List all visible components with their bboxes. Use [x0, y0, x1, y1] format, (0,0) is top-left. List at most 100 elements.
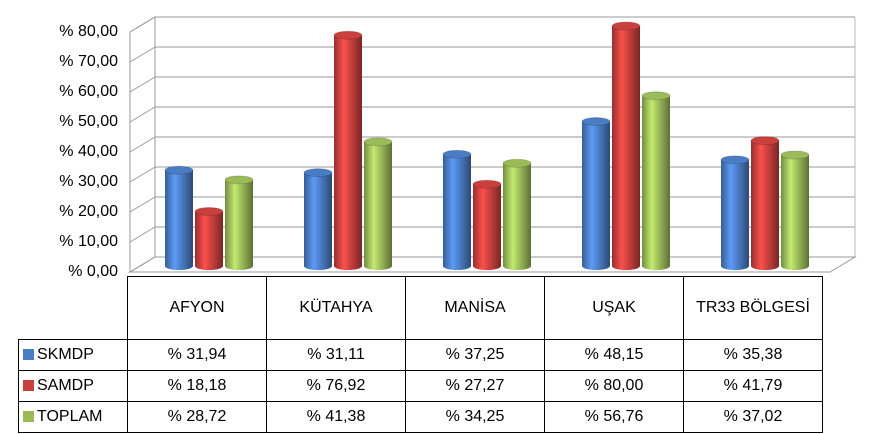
bar [443, 154, 471, 266]
cell-text: % 48,15 [584, 346, 644, 363]
bar [473, 184, 501, 266]
cell-text: % 31,11 [307, 346, 365, 363]
bar-cap [750, 136, 780, 146]
y-tick-label: % 20,00 [59, 203, 118, 220]
cell-text: % 80,00 [584, 377, 644, 394]
bar-cap [472, 179, 502, 189]
table-cell: % 80,00 [544, 370, 684, 402]
bar-base [503, 262, 531, 270]
table-cell: SAMDP [18, 370, 128, 402]
table-cell: TR33 BÖLGESİ [683, 276, 823, 340]
grid-line-side [129, 136, 156, 153]
bar-cap [224, 175, 254, 185]
table-cell: KÜTAHYA [266, 276, 406, 340]
grid-line-side [129, 196, 156, 213]
bar-cap [194, 206, 224, 216]
table-cell: % 37,02 [683, 401, 823, 433]
y-tick-label: % 30,00 [59, 173, 118, 190]
bar [334, 35, 362, 266]
bar-cap [720, 155, 750, 165]
cell-text: AFYON [169, 299, 225, 316]
grid-line-side [129, 256, 156, 273]
table-cell: % 41,38 [266, 401, 406, 433]
y-tick-label: % 40,00 [59, 143, 118, 160]
table-cell: TOPLAM [18, 401, 128, 433]
bar-base [195, 262, 223, 270]
cell-text: % 27,27 [445, 377, 505, 394]
table-cell: UŞAK [544, 276, 684, 340]
bar-cap [363, 137, 393, 147]
bar [165, 170, 193, 266]
table-cell: % 27,27 [405, 370, 545, 402]
table-cell: % 37,25 [405, 339, 545, 371]
grid-line-side [129, 226, 156, 243]
bar [225, 179, 253, 266]
table-cell: % 18,18 [127, 370, 267, 402]
table-cell: % 31,94 [127, 339, 267, 371]
bar-cap [303, 168, 333, 178]
table-cell: AFYON [127, 276, 267, 340]
legend-label: SKMDP [37, 346, 94, 363]
legend-swatch [23, 380, 34, 391]
cell-text: % 76,92 [306, 377, 366, 394]
cell-text: % 35,38 [723, 346, 783, 363]
legend-label: TOPLAM [37, 408, 103, 425]
bar-cap [164, 165, 194, 175]
grid-line-side [129, 106, 156, 123]
bar [612, 26, 640, 266]
bar [582, 121, 610, 266]
legend-label: SAMDP [37, 377, 94, 394]
y-tick-label: % 60,00 [59, 83, 118, 100]
bar-cap [502, 158, 532, 168]
table-cell: % 31,11 [266, 339, 406, 371]
bar-cap [780, 150, 810, 160]
grid-line-side [129, 16, 156, 33]
cell-text: % 34,25 [445, 408, 505, 425]
bar [503, 163, 531, 266]
cell-text: % 31,94 [167, 346, 227, 363]
cell-text: UŞAK [592, 299, 636, 316]
table-cell [18, 276, 128, 340]
table-cell: % 34,25 [405, 401, 545, 433]
bar-cap [581, 117, 611, 127]
bar [642, 95, 670, 266]
bar-base [642, 262, 670, 270]
bar-base [443, 262, 471, 270]
cell-text: % 28,72 [167, 408, 227, 425]
cell-text: MANİSA [444, 299, 506, 316]
bar-base [781, 262, 809, 270]
bar [364, 141, 392, 266]
bar [304, 172, 332, 266]
bar [195, 211, 223, 266]
grid-line-side [129, 46, 156, 63]
bar-base [473, 262, 501, 270]
table-cell: % 48,15 [544, 339, 684, 371]
cell-text: TR33 BÖLGESİ [696, 299, 810, 316]
bar-cap [442, 149, 472, 159]
bar-base [751, 262, 779, 270]
table-cell: SKMDP [18, 339, 128, 371]
bar-base [225, 262, 253, 270]
bar-cap [333, 30, 363, 40]
bar-base [165, 262, 193, 270]
cell-text: KÜTAHYA [299, 299, 373, 316]
data-table: AFYON KÜTAHYA MANİSA UŞAK TR33 BÖLGESİ SKMDP%… [18, 276, 823, 433]
cell-text: % 41,79 [723, 377, 783, 394]
y-tick-label: % 10,00 [59, 233, 118, 250]
bar-base [721, 262, 749, 270]
cell-text: % 37,02 [723, 408, 783, 425]
cell-text: % 18,18 [167, 377, 227, 394]
bar-base [304, 262, 332, 270]
legend-swatch [23, 349, 34, 360]
table-cell: MANİSA [405, 276, 545, 340]
table-cell: % 76,92 [266, 370, 406, 402]
bar-base [612, 262, 640, 270]
y-tick-label: % 70,00 [59, 53, 118, 70]
bar [751, 140, 779, 266]
y-tick-label: % 0,00 [68, 263, 118, 280]
bar-cap [611, 21, 641, 31]
grid-line-side [129, 76, 156, 93]
cell-text: % 56,76 [584, 408, 644, 425]
